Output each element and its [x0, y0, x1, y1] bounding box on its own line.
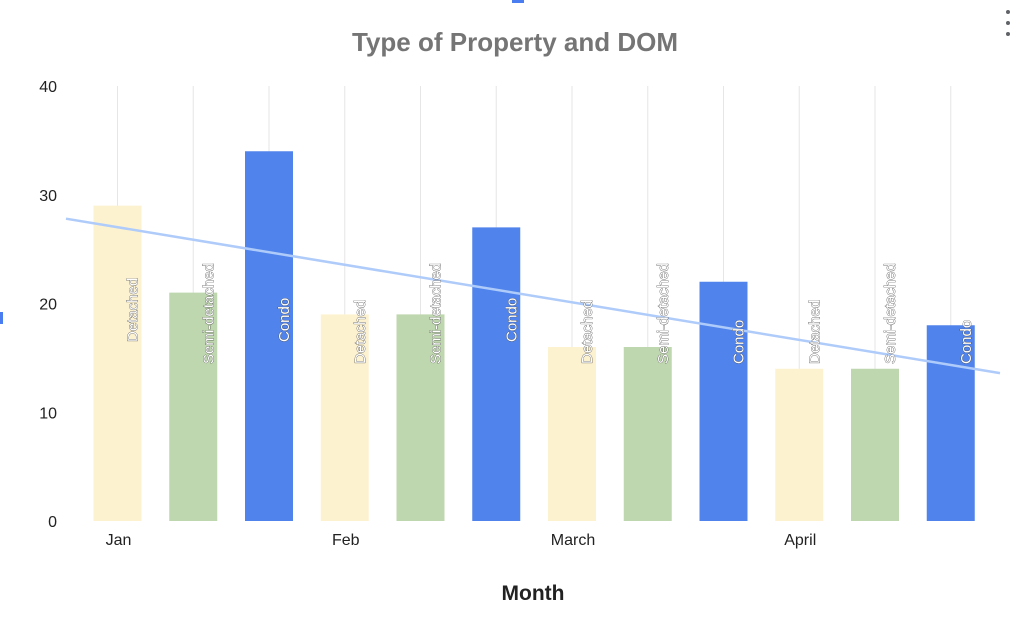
bar-label: Detached — [125, 278, 142, 342]
more-vert-icon — [1006, 10, 1010, 14]
chart-title: Type of Property and DOM — [352, 27, 678, 57]
more-vert-icon-dot — [1006, 21, 1010, 25]
bar-label: Semi-detached — [655, 263, 672, 364]
bar-detached[interactable] — [775, 368, 824, 521]
bar-semi-detached[interactable] — [623, 347, 672, 521]
bars — [93, 151, 975, 521]
bar-semi-detached[interactable] — [851, 368, 899, 521]
y-tick-label: 40 — [39, 79, 57, 96]
x-tick-label: Jan — [106, 532, 132, 549]
top-edge-mark — [512, 0, 524, 3]
trendline — [65, 217, 1001, 375]
bar-label: Condo — [276, 298, 293, 342]
trendline-layer — [65, 217, 1001, 375]
bar-label: Semi-detached — [882, 263, 899, 364]
x-tick-label: April — [784, 532, 816, 549]
x-axis-title: Month — [502, 582, 565, 605]
y-tick-label: 30 — [39, 188, 57, 205]
bar-condo[interactable] — [245, 151, 293, 521]
bar-semi-detached[interactable] — [169, 292, 218, 521]
left-edge-mark — [0, 312, 3, 324]
bar-labels: Detached Semi-detached Condo Detached Semi-d… — [124, 263, 975, 365]
bar-condo[interactable] — [926, 325, 975, 521]
bar-condo[interactable] — [472, 227, 521, 521]
x-tick-label: Feb — [332, 532, 360, 549]
more-vert-icon-dot — [1006, 32, 1010, 36]
bar-label: Detached — [579, 300, 596, 364]
bar-detached[interactable] — [548, 347, 596, 521]
bar-label: Condo — [731, 320, 748, 364]
bar-label: Detached — [352, 300, 369, 364]
bar-semi-detached[interactable] — [396, 314, 445, 521]
x-tick-label: March — [551, 532, 595, 549]
y-tick-label: 10 — [39, 405, 57, 422]
more-options-button[interactable] — [1000, 10, 1016, 36]
x-axis: Jan Feb March April — [106, 532, 817, 549]
y-axis: 0 10 20 30 40 — [39, 79, 57, 531]
bar-detached[interactable] — [320, 314, 369, 521]
bar-label: Condo — [503, 298, 520, 342]
y-tick-label: 0 — [48, 514, 57, 531]
bar-label: Condo — [958, 320, 975, 364]
gridlines — [117, 86, 952, 521]
bar-label: Semi-detached — [428, 263, 445, 364]
bar-condo[interactable] — [699, 281, 748, 521]
y-tick-label: 20 — [39, 297, 57, 314]
bar-label: Detached — [806, 300, 823, 364]
bar-detached[interactable] — [93, 205, 142, 521]
bar-label: Semi-detached — [200, 263, 217, 364]
